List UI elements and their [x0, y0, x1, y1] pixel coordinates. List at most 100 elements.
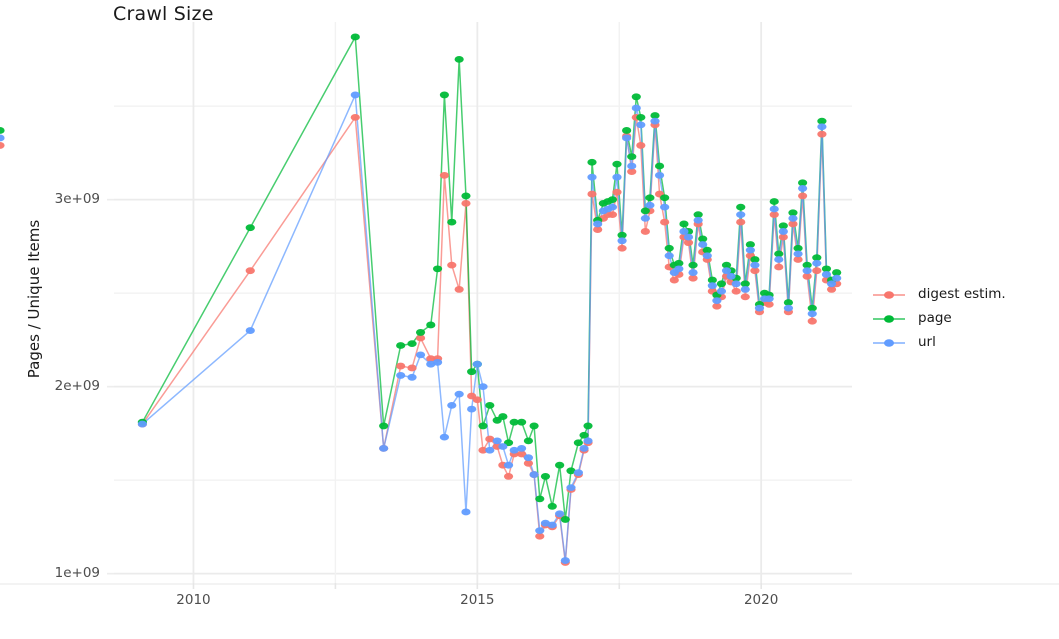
data-point-2-26	[547, 521, 557, 529]
data-point-1-43	[636, 113, 646, 121]
data-point-1-85	[0, 127, 5, 134]
data-point-2-78	[802, 267, 812, 275]
data-point-1-2	[350, 33, 360, 41]
data-point-1-60	[716, 280, 727, 288]
data-point-0-4	[396, 362, 406, 370]
data-point-2-15	[478, 383, 488, 391]
data-point-2-14	[472, 360, 482, 368]
data-point-2-65	[740, 286, 750, 293]
data-point-1-23	[529, 422, 539, 430]
data-point-1-13	[467, 368, 477, 376]
data-point-2-54	[688, 269, 698, 276]
data-point-2-72	[774, 256, 784, 263]
data-point-0-78	[802, 272, 812, 280]
data-point-2-64	[736, 211, 746, 219]
data-point-0-71	[769, 211, 779, 219]
data-point-2-85	[0, 134, 5, 142]
data-point-2-0	[137, 420, 147, 428]
data-point-1-9	[439, 91, 449, 99]
data-point-0-81	[817, 130, 827, 138]
data-point-2-75	[788, 214, 798, 222]
legend-key-2[interactable]	[872, 335, 906, 351]
data-point-2-84	[832, 274, 842, 282]
data-point-2-22	[523, 454, 534, 462]
data-point-2-33	[587, 173, 597, 181]
data-point-2-24	[535, 527, 545, 535]
data-point-2-19	[503, 461, 514, 469]
data-point-0-10	[447, 261, 457, 269]
data-point-0-65	[740, 293, 750, 301]
data-point-0-77	[798, 192, 808, 200]
data-point-2-3	[379, 444, 389, 452]
data-point-0-64	[736, 218, 746, 226]
data-point-1-28	[560, 516, 570, 523]
data-point-1-8	[432, 265, 443, 273]
x-tick-label: 2015	[460, 592, 495, 608]
data-point-1-6	[415, 329, 426, 336]
data-point-0-2	[350, 113, 360, 121]
data-point-2-62	[726, 272, 736, 280]
data-point-1-27	[555, 461, 565, 469]
data-point-0-5	[407, 364, 417, 372]
data-point-0-24	[535, 532, 545, 540]
legend-label-0: digest estim.	[918, 286, 1006, 302]
legend-key-1[interactable]	[872, 311, 906, 327]
data-point-1-21	[517, 418, 527, 426]
data-point-2-34	[593, 220, 603, 228]
data-point-2-21	[517, 444, 527, 452]
data-point-1-41	[627, 153, 637, 161]
data-point-1-29	[566, 467, 576, 475]
data-point-1-48	[660, 194, 670, 202]
data-point-1-72	[774, 250, 784, 258]
data-point-2-11	[454, 390, 464, 398]
data-point-1-55	[693, 211, 703, 219]
data-point-2-53	[683, 233, 694, 241]
data-point-0-22	[523, 459, 534, 467]
data-point-2-79	[807, 310, 817, 318]
data-point-1-67	[750, 256, 760, 263]
data-point-2-55	[693, 216, 703, 224]
y-tick-label: 1e+09	[54, 564, 100, 581]
data-point-2-49	[664, 252, 674, 260]
data-point-2-9	[439, 433, 449, 441]
data-point-1-75	[788, 209, 798, 217]
data-point-1-16	[485, 401, 495, 409]
legend-key-0[interactable]	[872, 287, 906, 303]
data-point-1-12	[461, 192, 471, 200]
data-point-0-59	[712, 302, 722, 310]
data-point-0-75	[788, 220, 798, 228]
data-point-2-42	[631, 104, 641, 112]
data-point-1-84	[832, 269, 842, 276]
data-point-1-64	[736, 203, 746, 211]
data-point-2-68	[754, 304, 765, 312]
data-point-2-45	[645, 201, 655, 209]
data-point-0-39	[617, 244, 627, 252]
data-point-1-39	[617, 231, 627, 239]
data-point-1-18	[498, 413, 508, 420]
data-point-0-33	[587, 190, 597, 198]
data-point-0-67	[750, 267, 760, 275]
data-point-1-78	[802, 261, 812, 269]
data-point-2-32	[583, 437, 593, 445]
data-point-2-58	[707, 282, 717, 290]
data-point-2-47	[654, 171, 665, 179]
data-point-2-82	[821, 271, 832, 278]
data-point-0-6	[415, 334, 426, 342]
data-point-0-70	[764, 300, 774, 308]
data-point-1-66	[745, 241, 755, 248]
data-point-1-58	[707, 276, 717, 284]
data-point-1-38	[612, 160, 622, 168]
data-point-0-9	[439, 171, 449, 179]
panel-background	[114, 22, 852, 583]
data-point-2-13	[467, 405, 477, 413]
data-point-0-73	[778, 233, 788, 241]
data-point-1-33	[587, 158, 597, 166]
legend-label-2: url	[918, 334, 936, 350]
data-point-2-77	[798, 185, 808, 192]
data-point-0-7	[426, 355, 436, 362]
data-point-1-22	[523, 437, 534, 445]
data-point-2-52	[679, 228, 689, 235]
x-tick-label: 2010	[176, 592, 211, 608]
data-point-2-17	[492, 437, 502, 445]
